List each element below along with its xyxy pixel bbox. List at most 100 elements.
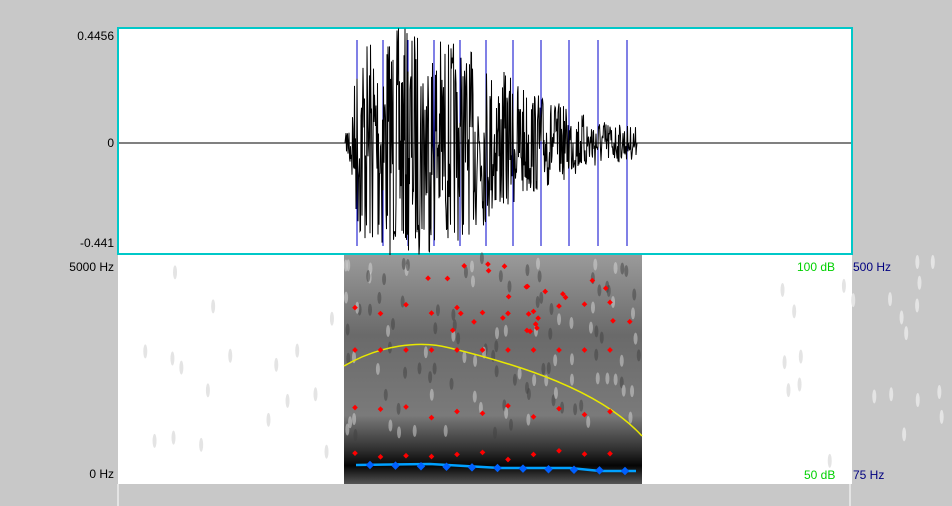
texture [579,400,583,412]
texture [403,367,407,379]
texture [573,403,577,415]
texture [199,438,203,452]
texture [597,284,601,296]
texture [872,389,876,403]
texture [842,279,846,293]
texture [456,332,460,344]
texture [851,293,855,307]
texture [366,270,370,282]
texture [386,325,390,337]
texture [628,412,632,424]
texture [388,419,392,431]
texture [473,355,477,367]
texture [376,363,380,375]
texture [513,374,517,386]
texture [631,307,635,319]
texture [470,261,474,273]
texture [915,298,919,312]
texture [589,322,593,334]
texture [630,385,634,397]
texture [828,454,832,468]
texture [915,255,919,269]
texture [593,259,597,271]
texture [397,426,401,438]
texture [153,434,157,448]
texture [600,332,604,344]
texture [179,361,183,375]
texture [493,427,497,439]
texture [622,385,626,397]
texture [346,323,350,335]
texture [931,255,935,269]
texture [504,325,508,337]
texture [569,317,573,329]
texture [509,419,513,431]
texture [417,362,421,374]
texture [792,304,796,318]
y-min-label: -0.441 [14,236,114,250]
texture [525,264,529,276]
texture [286,394,290,408]
texture [916,393,920,407]
texture [940,410,944,424]
texture [428,371,432,383]
spectrogram-voiced [344,255,642,484]
texture [532,374,536,386]
texture [591,302,595,314]
texture [228,349,232,363]
texture [397,403,401,415]
texture [554,387,558,399]
texture [620,263,624,275]
texture [536,258,540,270]
pitch-bottom-label: 75 Hz [853,468,884,482]
praat-window: 0.4456 0 -0.441 5000 Hz 0 Hz 100 dB 500 … [0,0,952,506]
texture [889,387,893,401]
texture [430,389,434,401]
texture [798,377,802,391]
texture [526,414,530,426]
texture [211,299,215,313]
texture [607,285,611,297]
texture [904,326,908,340]
texture [444,425,448,437]
texture [170,352,174,366]
texture [525,382,529,394]
texture [539,292,543,304]
y-max-label: 0.4456 [14,29,114,43]
texture [900,310,904,324]
texture [570,353,574,365]
texture [624,265,628,277]
texture [368,304,372,316]
texture [614,262,618,274]
freq-bottom-label: 0 Hz [14,467,114,481]
texture [436,304,440,316]
texture [413,425,417,437]
texture [377,292,381,304]
texture [548,328,552,340]
texture [549,303,553,315]
texture [902,427,906,441]
texture [620,355,624,367]
texture [783,355,787,369]
texture [402,258,406,270]
texture [424,346,428,358]
texture [346,259,350,271]
texture [538,270,542,282]
texture [433,322,437,334]
texture [473,391,477,403]
texture [391,318,395,330]
texture [553,354,557,366]
texture [384,389,388,401]
texture [917,276,921,290]
intensity-top-label: 100 dB [797,260,835,274]
texture [614,373,618,385]
texture [495,365,499,377]
texture [504,407,508,419]
texture [266,413,270,427]
texture [401,296,405,308]
pitch-top-label: 500 Hz [853,260,891,274]
texture [345,423,349,435]
texture [450,378,454,390]
texture [274,358,278,372]
texture [541,363,545,375]
